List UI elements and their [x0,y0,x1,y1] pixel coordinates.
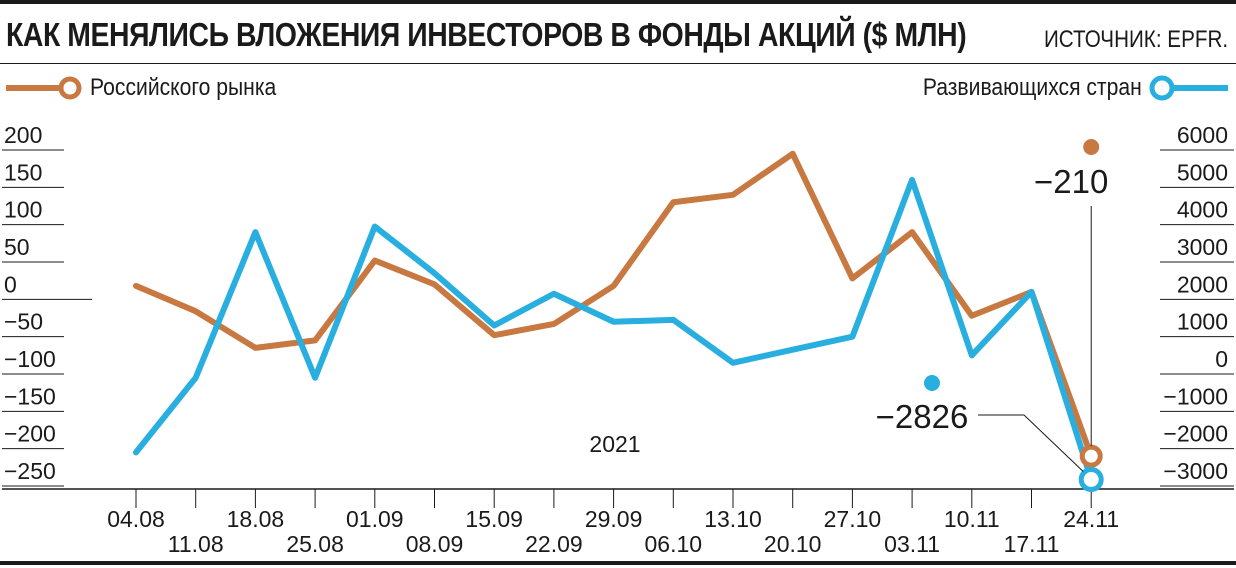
right-axis-tick-label: −1000 [1163,383,1228,409]
legend-russia: Российского рынка [6,70,302,106]
annotation-russia-value: −210 [1034,163,1108,200]
left-axis-tick-label: −150 [4,383,56,409]
annotation-russia-dot [1083,139,1100,155]
x-axis-tick-label: 17.11 [1004,531,1060,557]
x-axis-tick-label: 25.08 [286,531,344,557]
x-axis-tick-label: 20.10 [764,531,822,557]
left-axis-tick-label: −200 [4,421,56,447]
x-axis-tick-label: 03.11 [884,531,940,557]
x-axis-tick-label: 01.09 [346,506,404,532]
right-axis-tick-label: 4000 [1177,197,1228,223]
right-axis-tick-label: 6000 [1177,122,1228,148]
series-russia-end-point [1079,444,1103,468]
x-axis-tick-label: 18.08 [227,506,285,532]
right-axis-tick-label: −2000 [1163,421,1228,447]
right-axis-tick-label: 1000 [1177,309,1228,335]
x-axis-tick-label: 29.09 [585,506,643,532]
left-axis-tick-label: 100 [4,197,42,223]
header-divider [0,63,1236,64]
x-axis-tick-label: 24.11 [1063,506,1119,532]
x-axis-tick-label: 08.09 [406,531,464,557]
left-axis-tick-label: 50 [4,234,30,260]
x-axis-tick-label: 13.10 [704,506,762,532]
legend-russia-label: Российского рынка [90,74,277,101]
legend-russia-marker-icon [6,76,82,100]
x-axis-tick-label: 04.08 [107,506,165,532]
top-rule [0,0,1236,4]
legend-emerging-marker-icon [1149,75,1228,101]
x-axis-tick-label: 27.10 [824,506,882,532]
bottom-rule [0,561,1236,565]
series-emerging-line [133,176,1095,483]
annotation-emerging-dot [924,375,940,391]
left-axis-tick-label: −50 [4,309,43,335]
source-note: ИСТОЧНИК: EPFR. [1043,26,1228,53]
x-axis-tick-label: 06.10 [645,531,703,557]
left-axis-tick-label: 0 [4,271,17,297]
series-russia-line [133,150,1095,460]
annotation-emerging-value: −2826 [876,398,969,435]
left-axis-tick-label: −100 [4,346,56,372]
right-axis-tick-label: 0 [1215,346,1228,372]
right-axis-tick-label: 2000 [1177,271,1228,297]
year-label: 2021 [589,431,640,457]
x-axis-tick-label: 10.11 [944,506,1000,532]
chart-title: КАК МЕНЯЛИСЬ ВЛОЖЕНИЯ ИНВЕСТОРОВ В ФОНДЫ… [6,16,967,53]
x-axis-tick-label: 15.09 [465,506,523,532]
right-axis-tick-label: −3000 [1163,458,1228,484]
series-emerging-end-point [1078,467,1104,493]
left-axis-tick-label: 150 [4,159,42,185]
legend-emerging: Развивающихся стран [893,70,1228,106]
left-axis-tick-label: 200 [4,122,42,148]
left-axis-tick-label: −250 [4,458,56,484]
right-axis-tick-label: 5000 [1177,159,1228,185]
x-axis-tick-label: 11.08 [168,531,224,557]
legend-emerging-label: Развивающихся стран [923,74,1142,101]
annotation-emerging-leader [978,414,1084,472]
right-axis-tick-label: 3000 [1177,234,1228,260]
x-axis-tick-label: 22.09 [525,531,583,557]
